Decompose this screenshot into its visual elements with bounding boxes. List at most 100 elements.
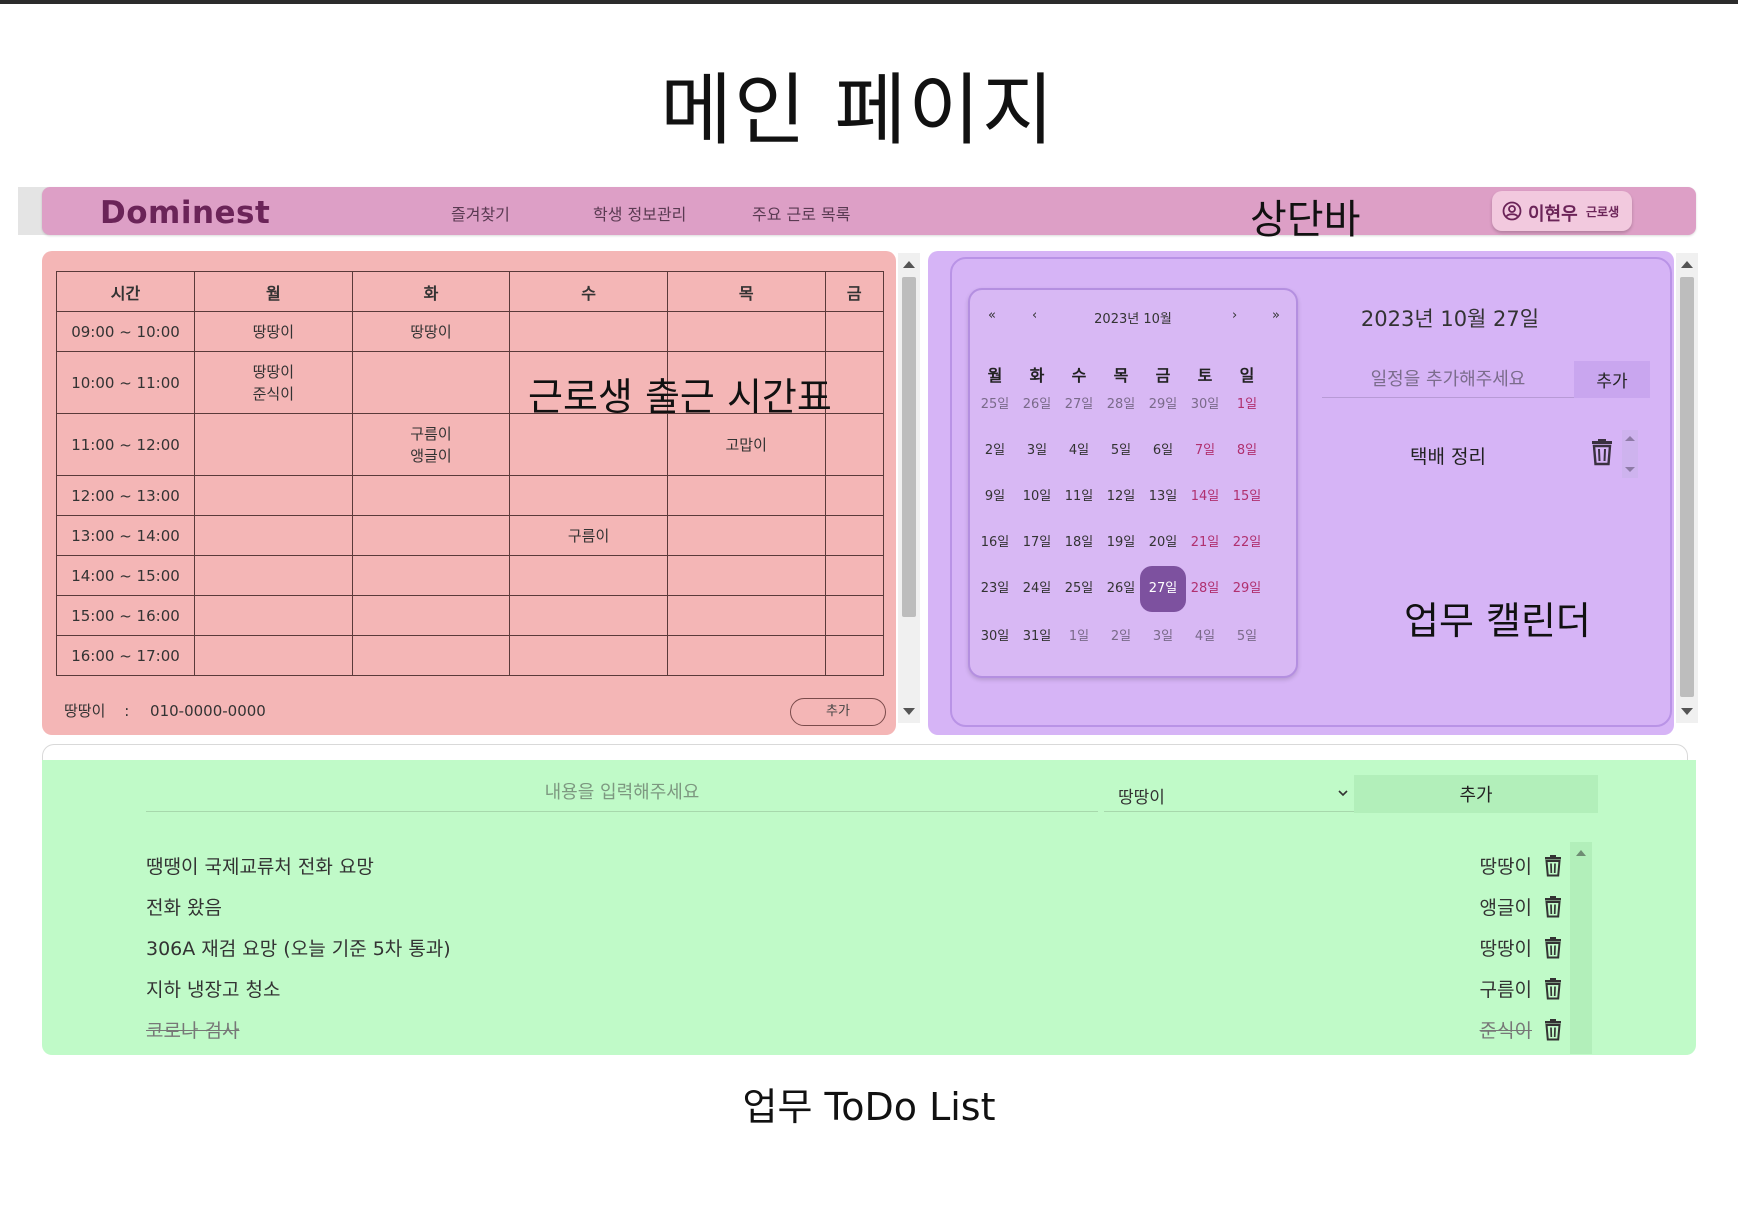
calendar-day[interactable]: 7일 [1194, 443, 1216, 458]
nav-link-main-work[interactable]: 주요 근로 목록 [752, 205, 851, 224]
calendar-day[interactable]: 17일 [1022, 535, 1052, 550]
calendar-day[interactable]: 15일 [1232, 489, 1262, 504]
calendar-day[interactable]: 29일 [1148, 397, 1178, 412]
todo-trash-icon[interactable] [1543, 935, 1563, 960]
timetable-cell[interactable]: 구름이 [509, 515, 668, 556]
calendar-day[interactable]: 22일 [1232, 535, 1262, 550]
timetable-cell[interactable] [666, 595, 826, 636]
todo-scrollbar[interactable] [1570, 842, 1592, 1054]
timetable-cell[interactable] [824, 311, 884, 352]
timetable-cell[interactable] [666, 555, 826, 596]
timetable-cell[interactable] [824, 635, 884, 676]
timetable-cell[interactable] [824, 515, 884, 556]
timetable-cell[interactable] [509, 635, 668, 676]
calendar-day[interactable]: 5일 [1236, 629, 1258, 644]
calendar-day[interactable]: 27일 [1140, 566, 1186, 612]
timetable-cell[interactable] [509, 311, 668, 352]
timetable-cell[interactable] [194, 515, 353, 556]
calendar-day[interactable]: 28일 [1106, 397, 1136, 412]
calendar-day[interactable]: 24일 [1022, 581, 1052, 596]
calendar-day[interactable]: 6일 [1152, 443, 1174, 458]
timetable-cell[interactable] [509, 475, 668, 516]
todo-item-text[interactable]: 지하 냉장고 청소 [146, 979, 281, 1001]
timetable-cell[interactable] [824, 555, 884, 596]
calendar-day[interactable]: 25일 [980, 397, 1010, 412]
todo-item-text[interactable]: 306A 재검 요망 (오늘 기준 5차 통과) [146, 938, 451, 960]
timetable-cell[interactable] [666, 311, 826, 352]
calendar-day[interactable]: 12일 [1106, 489, 1136, 504]
calendar-prev-year-button[interactable]: « [988, 308, 996, 323]
timetable-cell[interactable] [351, 351, 511, 414]
timetable-cell[interactable] [824, 595, 884, 636]
calendar-day[interactable]: 20일 [1148, 535, 1178, 550]
todo-item-text[interactable]: 코로나 검사 [146, 1020, 240, 1042]
calendar-day[interactable]: 18일 [1064, 535, 1094, 550]
todo-item-text[interactable]: 전화 왔음 [146, 897, 222, 919]
timetable-cell[interactable] [824, 413, 884, 476]
timetable-cell[interactable] [351, 595, 511, 636]
todo-input[interactable] [146, 774, 1098, 812]
calendar-day[interactable]: 25일 [1064, 581, 1094, 596]
calendar-day[interactable]: 4일 [1194, 629, 1216, 644]
timetable-cell[interactable] [194, 595, 353, 636]
todo-trash-icon[interactable] [1543, 976, 1563, 1001]
todo-trash-icon[interactable] [1543, 894, 1563, 919]
timetable-cell[interactable] [666, 475, 826, 516]
calendar-day[interactable]: 26일 [1106, 581, 1136, 596]
calendar-day[interactable]: 2일 [984, 443, 1006, 458]
calendar-day[interactable]: 11일 [1064, 489, 1094, 504]
calendar-day[interactable]: 1일 [1068, 629, 1090, 644]
calendar-next-year-button[interactable]: » [1272, 308, 1280, 323]
schedule-trash-icon[interactable] [1590, 436, 1614, 466]
calendar-day[interactable]: 4일 [1068, 443, 1090, 458]
scroll-down-arrow-icon[interactable] [1625, 467, 1635, 472]
timetable-cell[interactable] [509, 595, 668, 636]
timetable-cell[interactable] [666, 635, 826, 676]
calendar-day[interactable]: 30일 [980, 629, 1010, 644]
scroll-up-arrow-icon[interactable] [1576, 850, 1586, 856]
scroll-up-arrow-icon[interactable] [1681, 261, 1693, 268]
calendar-next-month-button[interactable]: › [1232, 308, 1238, 323]
calendar-day[interactable]: 3일 [1026, 443, 1048, 458]
timetable-cell[interactable] [351, 635, 511, 676]
timetable-cell[interactable] [824, 475, 884, 516]
timetable-scrollbar[interactable] [898, 253, 920, 723]
calendar-day[interactable]: 30일 [1190, 397, 1220, 412]
timetable-cell[interactable] [509, 413, 668, 476]
timetable-cell[interactable] [351, 555, 511, 596]
todo-trash-icon[interactable] [1543, 1017, 1563, 1042]
calendar-scrollbar[interactable] [1676, 253, 1698, 723]
calendar-day[interactable]: 31일 [1022, 629, 1052, 644]
timetable-cell[interactable]: 고맙이 [666, 413, 826, 476]
timetable-cell[interactable]: 땅땅이 [194, 311, 353, 352]
calendar-day[interactable]: 16일 [980, 535, 1010, 550]
timetable-cell[interactable] [194, 555, 353, 596]
timetable-cell[interactable] [351, 515, 511, 556]
timetable-cell[interactable]: 땅땅이 [351, 311, 511, 352]
timetable-cell[interactable] [194, 475, 353, 516]
schedule-scrollbar[interactable] [1622, 430, 1638, 478]
schedule-add-button[interactable]: 추가 [1574, 361, 1650, 398]
calendar-day[interactable]: 23일 [980, 581, 1010, 596]
timetable-cell[interactable]: 구름이 앵글이 [351, 413, 511, 476]
calendar-prev-month-button[interactable]: ‹ [1032, 308, 1038, 323]
calendar-day[interactable]: 1일 [1236, 397, 1258, 412]
timetable-cell[interactable] [194, 635, 353, 676]
brand-logo[interactable]: Dominest [100, 195, 271, 231]
calendar-day[interactable]: 2일 [1110, 629, 1132, 644]
timetable-cell[interactable] [509, 555, 668, 596]
calendar-day[interactable]: 14일 [1190, 489, 1220, 504]
calendar-day[interactable]: 3일 [1152, 629, 1174, 644]
scroll-down-arrow-icon[interactable] [1681, 708, 1693, 715]
calendar-day[interactable]: 26일 [1022, 397, 1052, 412]
scroll-down-arrow-icon[interactable] [903, 708, 915, 715]
timetable-cell[interactable] [666, 515, 826, 556]
calendar-day[interactable]: 5일 [1110, 443, 1132, 458]
calendar-day[interactable]: 9일 [984, 489, 1006, 504]
calendar-day[interactable]: 13일 [1148, 489, 1178, 504]
calendar-month-label[interactable]: 2023년 10월 [1094, 312, 1172, 327]
schedule-input[interactable] [1322, 362, 1574, 398]
calendar-day[interactable]: 27일 [1064, 397, 1094, 412]
calendar-day[interactable]: 29일 [1232, 581, 1262, 596]
timetable-add-button[interactable]: 추가 [790, 698, 886, 726]
